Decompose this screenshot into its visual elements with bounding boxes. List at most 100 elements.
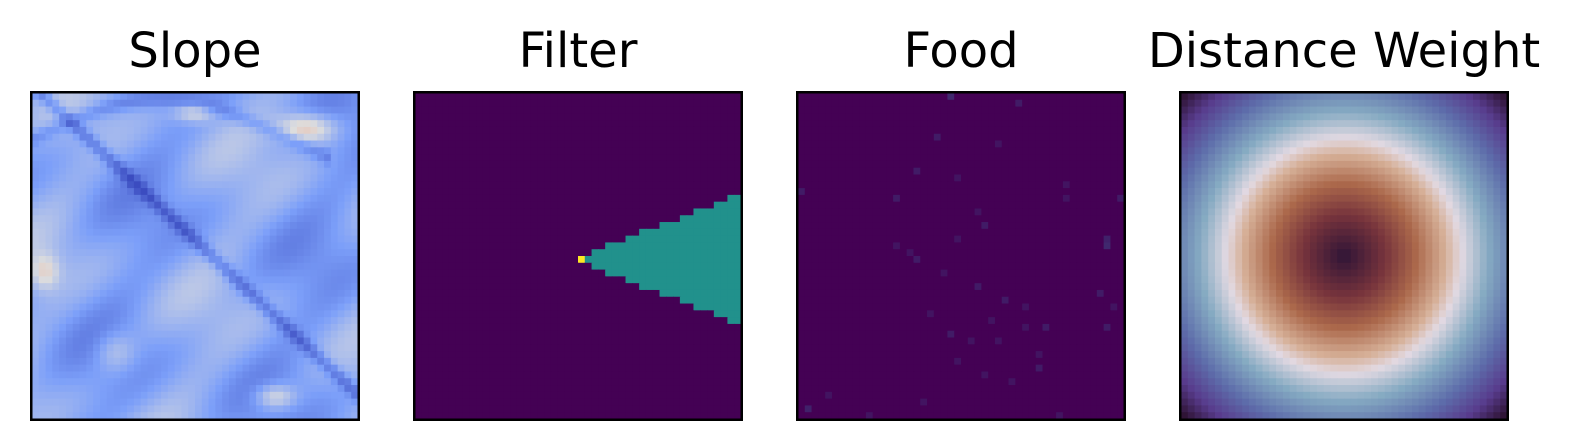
slope-cell bbox=[337, 323, 346, 332]
slope-cell bbox=[290, 188, 298, 196]
slope-cell bbox=[154, 256, 162, 264]
food-cell bbox=[1083, 140, 1091, 148]
slope-cell bbox=[52, 140, 60, 148]
slope-cell bbox=[208, 317, 216, 325]
slope-cell bbox=[174, 194, 183, 203]
slope-cell bbox=[154, 378, 162, 386]
filter-cell bbox=[557, 405, 566, 413]
slope-cell bbox=[276, 99, 284, 108]
slope-cell bbox=[303, 269, 312, 277]
filter-cell bbox=[469, 269, 477, 277]
food-cell bbox=[1069, 113, 1078, 121]
food-cell bbox=[961, 140, 969, 148]
filter-cell bbox=[578, 113, 586, 121]
slope-cell bbox=[133, 120, 142, 128]
filter-cell bbox=[455, 344, 464, 352]
slope-cell bbox=[161, 351, 169, 359]
slope-cell bbox=[86, 147, 94, 155]
slope-cell bbox=[235, 412, 244, 420]
slope-cell bbox=[296, 296, 305, 305]
slope-cell bbox=[324, 330, 332, 339]
slope-cell bbox=[195, 228, 203, 237]
slope-cell bbox=[215, 174, 223, 182]
filter-cell bbox=[584, 215, 593, 223]
filter-cell bbox=[625, 222, 633, 230]
filter-cell bbox=[693, 160, 701, 169]
food-cell bbox=[974, 106, 982, 114]
filter-cell bbox=[435, 371, 443, 379]
slope-cell bbox=[344, 310, 352, 318]
slope-cell bbox=[208, 140, 216, 148]
slope-cell bbox=[174, 337, 183, 345]
slope-cell bbox=[310, 269, 318, 277]
slope-cell bbox=[208, 99, 216, 108]
filter-cell bbox=[625, 194, 633, 203]
slope-cell bbox=[344, 323, 352, 332]
filter-cell bbox=[469, 201, 477, 210]
slope-cell bbox=[276, 147, 284, 155]
slope-cell bbox=[195, 99, 203, 108]
filter-cell bbox=[652, 215, 661, 223]
filter-cell bbox=[720, 249, 729, 257]
slope-cell bbox=[45, 133, 53, 142]
filter-cell bbox=[482, 385, 491, 393]
slope-cell bbox=[195, 208, 203, 216]
slope-cell bbox=[215, 222, 223, 230]
food-cell bbox=[811, 93, 819, 101]
slope-cell bbox=[310, 262, 318, 271]
filter-cell bbox=[693, 167, 701, 176]
filter-cell bbox=[713, 174, 722, 182]
filter-cell bbox=[734, 310, 742, 318]
filter-cell bbox=[618, 262, 627, 271]
slope-cell bbox=[86, 310, 94, 318]
food-cell bbox=[1083, 106, 1091, 114]
slope-cell bbox=[174, 126, 183, 135]
filter-cell bbox=[632, 351, 640, 359]
slope-cell bbox=[127, 337, 135, 345]
slope-cell bbox=[154, 188, 162, 196]
slope-cell bbox=[296, 364, 305, 373]
slope-cell bbox=[290, 228, 298, 237]
filter-cell bbox=[489, 126, 498, 135]
food-cell bbox=[981, 133, 989, 142]
slope-cell bbox=[167, 181, 176, 189]
slope-cell bbox=[147, 283, 155, 291]
slope-cell bbox=[276, 283, 284, 291]
slope-cell bbox=[235, 140, 244, 148]
slope-cell bbox=[317, 133, 325, 142]
slope-cell bbox=[65, 235, 74, 244]
filter-cell bbox=[421, 289, 430, 298]
filter-cell bbox=[727, 222, 735, 230]
filter-cell bbox=[503, 167, 511, 176]
filter-cell bbox=[530, 235, 538, 244]
filter-cell bbox=[489, 99, 498, 108]
filter-cell bbox=[645, 351, 654, 359]
slope-cell bbox=[208, 113, 216, 121]
food-cell bbox=[1103, 99, 1112, 108]
filter-cell bbox=[530, 398, 538, 407]
filter-cell bbox=[550, 412, 559, 420]
filter-cell bbox=[611, 269, 620, 277]
filter-cell bbox=[639, 222, 647, 230]
slope-cell bbox=[65, 385, 74, 393]
filter-cell bbox=[598, 303, 606, 311]
slope-cell bbox=[99, 126, 108, 135]
slope-cell bbox=[59, 99, 67, 108]
filter-cell bbox=[564, 133, 572, 142]
filter-cell bbox=[611, 337, 620, 345]
slope-cell bbox=[324, 398, 332, 407]
food-cell bbox=[852, 106, 860, 114]
filter-cell bbox=[659, 201, 667, 210]
slope-cell bbox=[215, 120, 223, 128]
filter-cell bbox=[455, 194, 464, 203]
slope-cell bbox=[188, 160, 196, 169]
slope-cell bbox=[52, 269, 60, 277]
filter-cell bbox=[734, 93, 742, 101]
slope-cell bbox=[296, 167, 305, 176]
filter-cell bbox=[686, 262, 695, 271]
filter-cell bbox=[598, 289, 606, 298]
food-cell bbox=[1090, 133, 1098, 142]
slope-cell bbox=[228, 215, 237, 223]
filter-cell bbox=[455, 303, 464, 311]
filter-cell bbox=[571, 113, 579, 121]
